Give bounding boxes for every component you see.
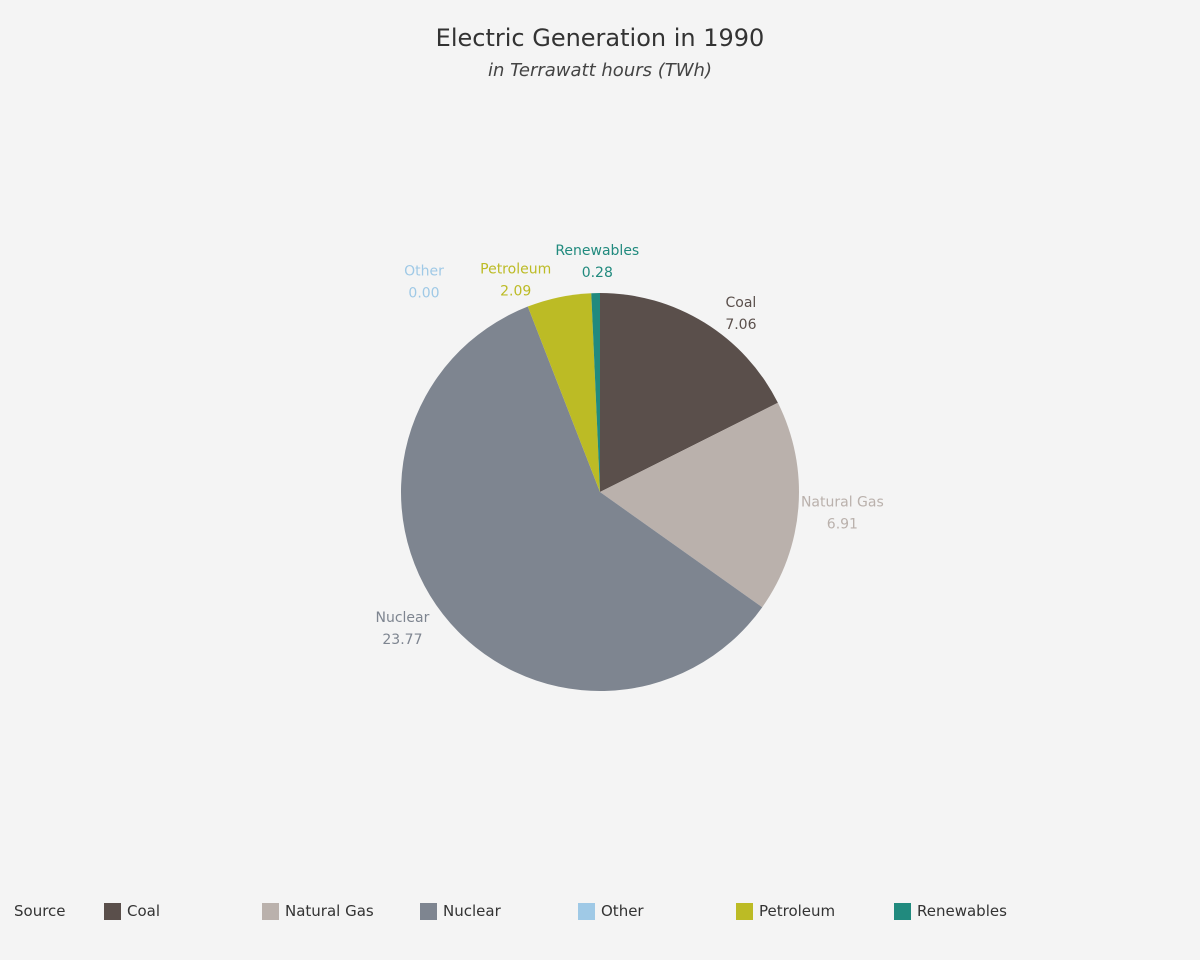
slice-value-natural-gas: 6.91 [827,516,858,532]
legend-label: Natural Gas [285,902,374,920]
legend-swatch [578,903,595,920]
legend-label: Coal [127,902,161,920]
slice-value-coal: 7.06 [725,317,756,333]
legend: Source Coal Natural Gas Nuclear Other Petrol… [14,902,1194,922]
legend-swatch [736,903,753,920]
slice-label-natural-gas: Natural Gas [801,494,884,510]
pie-chart: Coal 7.06 Natural Gas 6.91 Nuclear 23.77 Other… [376,243,884,691]
pie-slice-renewables[interactable] [591,293,600,492]
slice-label-coal: Coal [726,295,757,311]
legend-swatch [104,903,121,920]
chart-subtitle: in Terrawatt hours (TWh) [488,60,712,81]
legend-swatch [262,903,279,920]
legend-swatch [894,903,911,920]
slice-value-petroleum: 2.09 [500,284,531,300]
legend-title: Source [14,902,66,920]
legend-swatch [420,903,437,920]
slice-label-other: Other [404,264,444,280]
slice-label-petroleum: Petroleum [480,262,551,278]
slice-label-renewables: Renewables [555,243,639,259]
pie-slice-petroleum[interactable] [527,293,600,492]
pie-slice-nuclear[interactable] [401,306,763,691]
slice-value-other: 0.00 [408,286,439,302]
pie-slice-natural-gas[interactable] [600,402,799,608]
legend-label: Renewables [917,902,1007,920]
slice-value-renewables: 0.28 [582,265,613,281]
slice-value-nuclear: 23.77 [382,632,422,648]
chart-title: Electric Generation in 1990 [435,24,765,52]
legend-label: Nuclear [443,902,501,920]
legend-label: Petroleum [759,902,836,920]
legend-label: Other [601,902,644,920]
slice-label-nuclear: Nuclear [376,610,430,626]
pie-slice-coal[interactable] [600,293,778,492]
